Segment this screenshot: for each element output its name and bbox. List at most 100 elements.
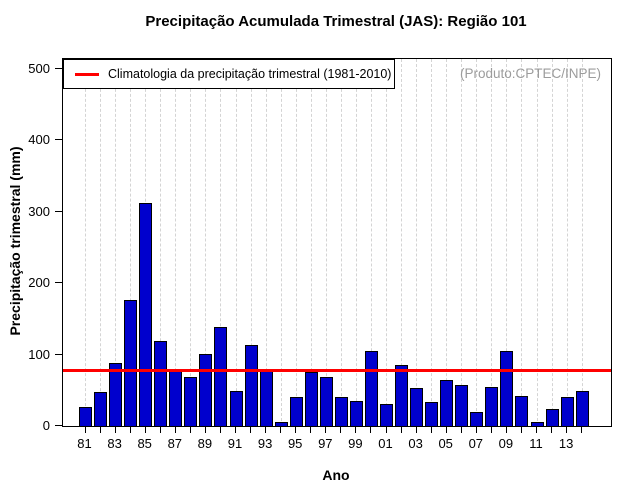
bar-1990 <box>214 326 228 426</box>
bar-2000 <box>364 351 378 426</box>
x-axis-tick <box>295 427 297 433</box>
bar-1982 <box>94 391 108 426</box>
x-axis-tick <box>520 427 522 433</box>
x-axis-tick <box>415 427 417 433</box>
x-axis-tick <box>174 427 176 433</box>
x-axis-tick <box>129 427 131 433</box>
legend-label: Climatologia da precipitação trimestral … <box>108 67 392 81</box>
bar-2003 <box>410 388 424 426</box>
grid-line <box>310 59 312 426</box>
plot-area: Climatologia da precipitação trimestral … <box>62 58 612 427</box>
bar-1995 <box>289 396 303 426</box>
chart-title: Precipitação Acumulada Trimestral (JAS):… <box>145 13 527 30</box>
bar-2010 <box>515 396 529 426</box>
x-axis-tick <box>159 427 161 433</box>
y-axis-tick-label: 400 <box>28 132 50 148</box>
bar-1983 <box>109 363 123 426</box>
y-axis-tick <box>55 139 62 141</box>
grid-line <box>506 59 508 426</box>
x-axis-tick <box>490 427 492 433</box>
x-axis-tick-label: 93 <box>257 436 273 451</box>
x-axis-tick <box>189 427 191 433</box>
legend-line-sample <box>75 72 99 76</box>
x-axis-tick-label: 89 <box>197 436 213 451</box>
x-axis-tick <box>265 427 267 433</box>
bar-2006 <box>455 385 469 426</box>
grid-line <box>280 59 282 426</box>
bar-1999 <box>349 401 363 426</box>
x-axis-tick <box>400 427 402 433</box>
x-axis-tick-label: 99 <box>348 436 363 451</box>
x-axis-tick-label: 97 <box>318 436 333 451</box>
x-axis-tick-label: 87 <box>167 436 183 451</box>
grid-line <box>130 59 132 426</box>
grid-line <box>235 59 237 426</box>
bar-2012 <box>545 408 559 426</box>
y-axis-title: Precipitação trimestral (mm) <box>7 146 23 336</box>
grid-line <box>295 59 297 426</box>
bar-1986 <box>154 341 168 426</box>
bar-1998 <box>334 397 348 426</box>
grid-line <box>551 59 553 426</box>
grid-line <box>205 59 207 426</box>
grid-line <box>431 59 433 426</box>
grid-line <box>476 59 478 426</box>
source-note: (Produto:CPTEC/INPE) <box>459 66 601 81</box>
x-axis-tick-label: 95 <box>287 436 303 451</box>
x-axis-tick <box>114 427 116 433</box>
x-axis-tick <box>551 427 553 433</box>
x-axis-tick <box>99 427 101 433</box>
bar-1993 <box>259 371 273 426</box>
y-axis-tick-label: 500 <box>28 60 50 76</box>
y-axis-tick-label: 200 <box>28 275 50 291</box>
bar-2007 <box>470 412 484 426</box>
y-axis-tick <box>55 353 62 355</box>
grid-line <box>581 59 583 426</box>
bar-2014 <box>575 391 589 426</box>
x-axis-tick <box>219 427 221 433</box>
bar-1988 <box>184 377 198 426</box>
bar-1994 <box>274 422 288 426</box>
bar-2004 <box>425 402 439 426</box>
bar-2008 <box>485 386 499 426</box>
y-axis-tick <box>55 282 62 284</box>
x-axis-tick <box>144 427 146 433</box>
x-axis-tick <box>581 427 583 433</box>
x-axis-tick <box>310 427 312 433</box>
grid-line <box>100 59 102 426</box>
x-axis-tick-label: 03 <box>408 436 423 451</box>
x-axis-tick <box>280 427 282 433</box>
grid-line <box>190 59 192 426</box>
grid-line <box>521 59 523 426</box>
grid-line <box>340 59 342 426</box>
x-axis-tick <box>445 427 447 433</box>
bar-1997 <box>319 376 333 426</box>
bar-2002 <box>395 365 409 426</box>
x-axis-tick <box>505 427 507 433</box>
y-axis-tick <box>55 67 62 69</box>
grid-line <box>461 59 463 426</box>
x-axis-tick-label: 13 <box>558 436 574 451</box>
grid-line <box>85 59 86 426</box>
bar-2013 <box>560 397 574 426</box>
x-axis-tick <box>355 427 357 433</box>
bar-1987 <box>169 370 183 426</box>
grid-line <box>566 59 568 426</box>
x-axis-tick <box>385 427 387 433</box>
grid-line <box>265 59 267 426</box>
x-axis-tick <box>536 427 537 433</box>
x-axis-title: Ano <box>322 467 350 483</box>
x-axis-tick <box>250 427 252 433</box>
y-axis-tick-label: 300 <box>28 203 50 219</box>
x-axis-tick-label: 01 <box>378 436 393 451</box>
x-axis-tick <box>430 427 432 433</box>
bar-1985 <box>139 202 153 426</box>
x-axis-tick-label: 07 <box>468 436 484 451</box>
x-axis-tick <box>325 427 327 433</box>
x-axis-tick-label: 83 <box>107 436 122 451</box>
grid-line <box>370 59 372 426</box>
grid-line <box>401 59 403 426</box>
grid-line <box>386 59 387 426</box>
bar-1992 <box>244 344 258 426</box>
x-axis-tick-label: 11 <box>529 436 543 451</box>
